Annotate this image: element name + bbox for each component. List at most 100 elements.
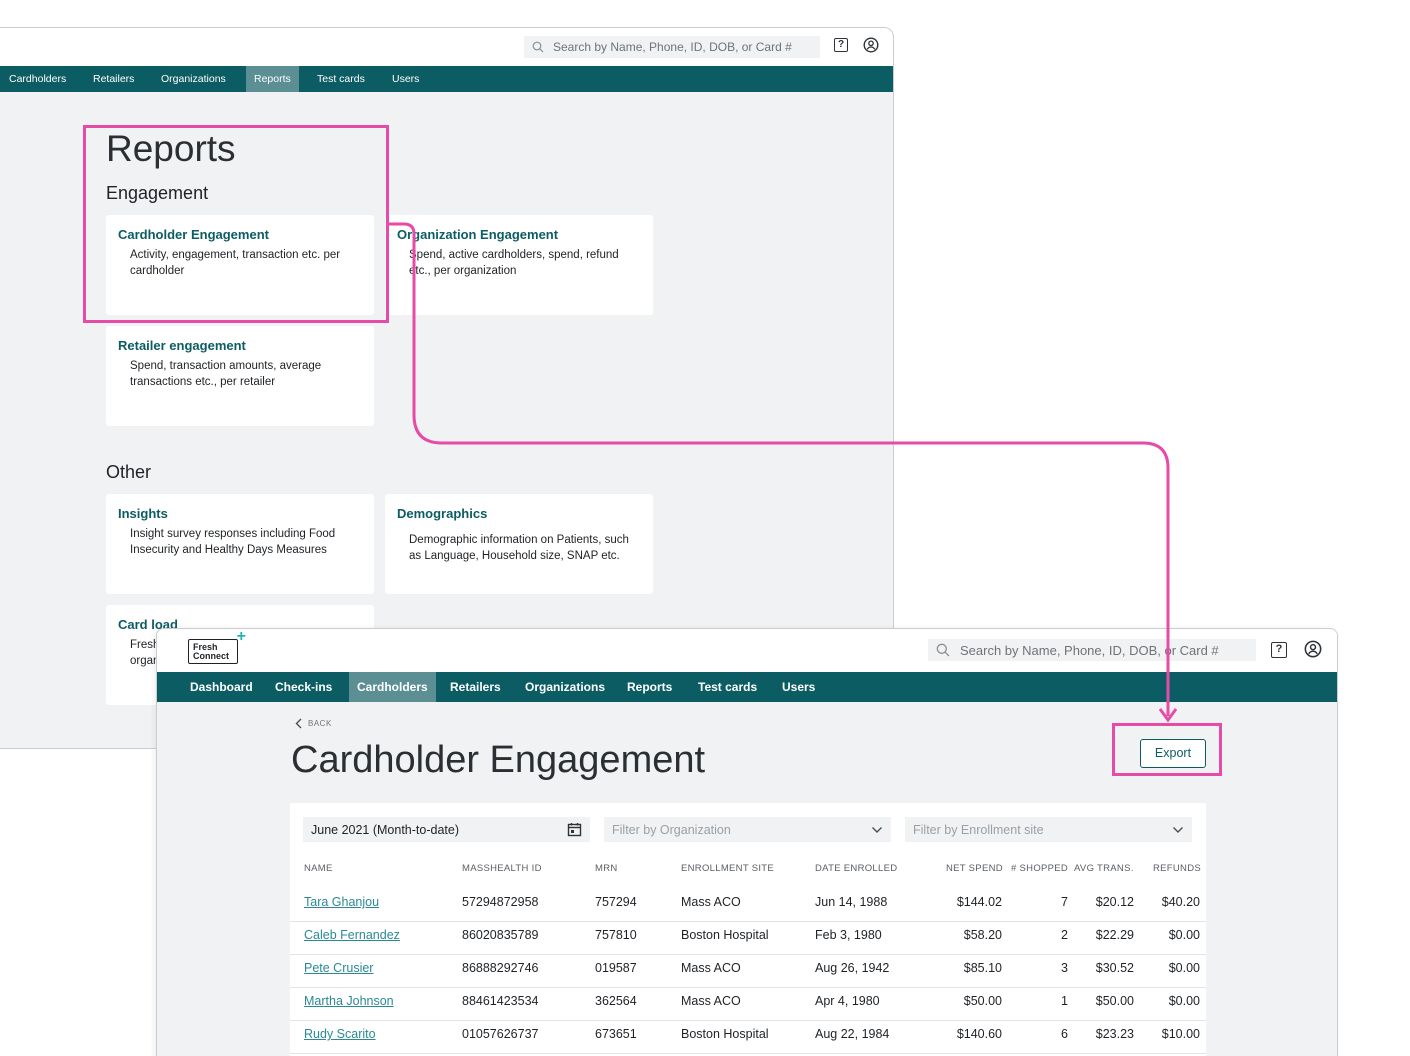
cell-avg-trans: $22.29 (1095, 928, 1134, 942)
report-card-insights[interactable]: Insights Insight survey responses includ… (106, 494, 374, 594)
user-account-icon[interactable] (1304, 640, 1322, 658)
search-icon (936, 643, 950, 657)
cardholder-engagement-window: Fresh Connect + Search by Name, Phone, I… (156, 628, 1338, 1056)
chevron-down-icon (872, 826, 882, 833)
card-title: Insights (118, 506, 168, 521)
nav-retailers[interactable]: Retailers (93, 73, 135, 85)
cell-name[interactable]: Rudy Scarito (304, 1027, 376, 1041)
cell-mrn: 019587 (595, 961, 637, 975)
nav-dashboard[interactable]: Dashboard (190, 680, 253, 694)
back-link[interactable]: BACK (295, 718, 332, 729)
main-nav: Cardholders Retailers Organizations Repo… (0, 66, 893, 92)
column-header-shopped[interactable]: # SHOPPED (1011, 863, 1069, 874)
cell-shopped: 7 (1061, 895, 1068, 909)
table-row[interactable]: Tara Ghanjou 57294872958 757294 Mass ACO Jun… (290, 889, 1206, 922)
help-icon[interactable]: ? (834, 38, 848, 52)
cell-avg-trans: $20.12 (1095, 895, 1134, 909)
cell-shopped: 6 (1061, 1027, 1068, 1041)
cell-mrn: 362564 (595, 994, 637, 1008)
table-header: NAME MASSHEALTH ID MRN ENROLLMENT SITE D… (290, 863, 1206, 877)
logo-line-1: Fresh (193, 642, 218, 652)
nav-users[interactable]: Users (782, 680, 816, 694)
card-title: Organization Engagement (397, 227, 559, 242)
cell-date-enrolled: Aug 22, 1984 (815, 1027, 890, 1041)
search-input[interactable]: Search by Name, Phone, ID, DOB, or Card … (524, 36, 820, 58)
cell-name[interactable]: Caleb Fernandez (304, 928, 400, 942)
date-range-picker[interactable]: June 2021 (Month-to-date) (303, 817, 590, 842)
table-row[interactable]: Caleb Fernandez 86020835789 757810 Boston H… (290, 922, 1206, 955)
fresh-connect-logo[interactable]: Fresh Connect + (188, 629, 246, 664)
export-button[interactable]: Export (1140, 739, 1206, 768)
nav-reports[interactable]: Reports (246, 66, 299, 92)
section-heading-other: Other (106, 462, 152, 482)
nav-retailers[interactable]: Retailers (450, 680, 501, 694)
cell-net-spend: $85.10 (963, 961, 1002, 975)
card-description: Activity, engagement, transaction etc. p… (130, 249, 341, 277)
column-header-name[interactable]: NAME (304, 863, 333, 874)
nav-organizations[interactable]: Organizations (161, 73, 226, 85)
cell-date-enrolled: Apr 4, 1980 (815, 994, 880, 1008)
cell-enrollment-site: Boston Hospital (681, 928, 769, 942)
back-label: BACK (308, 719, 332, 728)
date-range-value: June 2021 (Month-to-date) (311, 822, 460, 837)
nav-test-cards[interactable]: Test cards (317, 73, 365, 85)
help-icon[interactable]: ? (1271, 642, 1287, 658)
nav-users[interactable]: Users (392, 73, 420, 85)
organization-filter[interactable]: Filter by Organization (604, 817, 891, 842)
table-row[interactable]: Rudy Scarito 01057626737 673651 Boston Hosp… (290, 1021, 1206, 1054)
report-card-organization-engagement[interactable]: Organization Engagement Spend, active ca… (385, 215, 653, 315)
column-header-avg-trans[interactable]: AVG TRANS. (1074, 863, 1134, 874)
enrollment-site-filter[interactable]: Filter by Enrollment site (905, 817, 1192, 842)
column-header-mrn[interactable]: MRN (595, 863, 618, 874)
report-card-cardholder-engagement[interactable]: Cardholder Engagement Activity, engageme… (106, 215, 374, 315)
cell-refunds: $0.00 (1168, 928, 1200, 942)
nav-cardholders[interactable]: Cardholders (349, 672, 436, 702)
nav-test-cards[interactable]: Test cards (698, 680, 758, 694)
calendar-icon[interactable] (567, 822, 582, 837)
card-title: Cardholder Engagement (118, 227, 269, 242)
cell-enrollment-site: Boston Hospital (681, 1027, 769, 1041)
section-heading-engagement: Engagement (106, 183, 209, 203)
table-row[interactable]: Martha Johnson 88461423534 362564 Mass ACO A… (290, 988, 1206, 1021)
table-row[interactable]: Pete Crusier 86888292746 019587 Mass ACO Aug… (290, 955, 1206, 988)
column-header-net-spend[interactable]: NET SPEND (946, 863, 1003, 874)
cell-refunds: $10.00 (1161, 1027, 1200, 1041)
chevron-left-icon (295, 718, 302, 729)
nav-check-ins[interactable]: Check-ins (275, 680, 333, 694)
cell-name[interactable]: Pete Crusier (304, 961, 374, 975)
organization-filter-placeholder: Filter by Organization (612, 822, 731, 837)
column-header-refunds[interactable]: REFUNDS (1153, 863, 1202, 874)
cell-name[interactable]: Martha Johnson (304, 994, 394, 1008)
cell-masshealth-id: 88461423534 (462, 994, 539, 1008)
logo-plus-mark: + (236, 628, 246, 645)
highlight-cardholder-engagement (83, 125, 389, 323)
user-account-icon[interactable] (863, 37, 879, 53)
card-description: Spend, transaction amounts, average tran… (130, 360, 322, 388)
report-panel: June 2021 (Month-to-date) Filter by Orga… (290, 803, 1206, 1056)
highlight-export-button (1112, 723, 1222, 776)
nav-cardholders[interactable]: Cardholders (9, 73, 67, 85)
nav-reports[interactable]: Reports (627, 680, 673, 694)
cell-name[interactable]: Tara Ghanjou (304, 895, 380, 909)
column-header-enrollment-site[interactable]: ENROLLMENT SITE (681, 863, 775, 874)
cell-masshealth-id: 86888292746 (462, 961, 539, 975)
search-input[interactable]: Search by Name, Phone, ID, DOB, or Card … (928, 639, 1256, 661)
column-header-masshealth-id[interactable]: MASSHEALTH ID (462, 863, 542, 874)
cell-shopped: 2 (1061, 928, 1068, 942)
report-card-retailer-engagement[interactable]: Retailer engagement Spend, transaction a… (106, 326, 374, 426)
cell-mrn: 757294 (595, 895, 637, 909)
cell-shopped: 1 (1061, 994, 1068, 1008)
search-icon (532, 41, 544, 53)
cell-masshealth-id: 01057626737 (462, 1027, 539, 1041)
search-placeholder: Search by Name, Phone, ID, DOB, or Card … (553, 40, 792, 54)
card-title: Demographics (397, 506, 488, 521)
cell-avg-trans: $30.52 (1095, 961, 1134, 975)
page-title: Reports (106, 128, 236, 169)
cell-mrn: 757810 (595, 928, 637, 942)
report-card-demographics[interactable]: Demographics Demographic information on … (385, 494, 653, 594)
nav-organizations[interactable]: Organizations (525, 680, 606, 694)
cell-enrollment-site: Mass ACO (681, 961, 741, 975)
cell-shopped: 3 (1061, 961, 1068, 975)
column-header-date-enrolled[interactable]: DATE ENROLLED (815, 863, 898, 874)
